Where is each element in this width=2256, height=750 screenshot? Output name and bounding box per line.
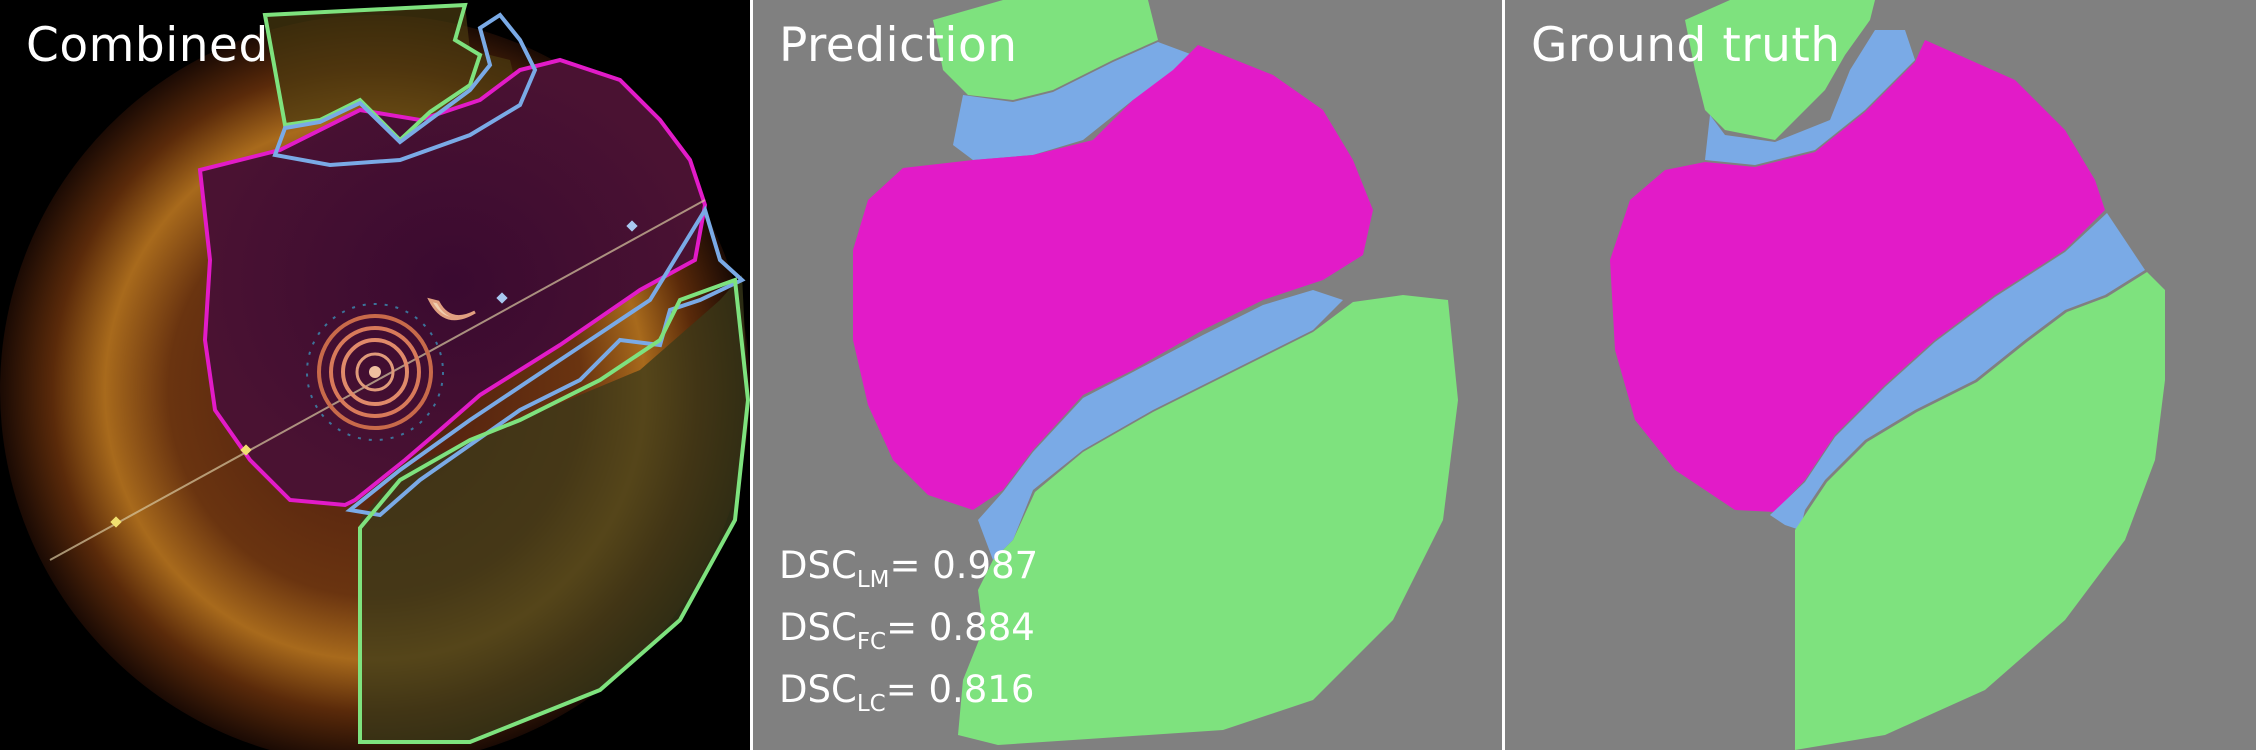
gt-fibrous-cap-bottom [1770,213,2145,530]
ground-truth-panel: Ground truth [1505,0,2256,750]
fibrous-cap-contour-bottom [345,205,746,518]
ground-truth-title: Ground truth [1531,18,1841,73]
pred-lipid-core-bottom [958,295,1458,745]
prediction-panel: Prediction DSCLM= 0.987 DSCFC= 0.884 DSC… [753,0,1502,750]
catheter [306,303,444,441]
ground-truth-mask [1610,0,2165,750]
gt-lipid-core-top [1685,0,1875,140]
panel-divider [1502,0,1505,750]
dsc-lm: DSCLM= 0.987 [779,544,1039,593]
lumen-contour [197,57,708,508]
dsc-lc: DSCLC= 0.816 [779,668,1035,717]
gt-fibrous-cap-top [1705,30,1915,165]
guidewire-artifact [427,297,476,321]
prediction-mask [853,0,1458,745]
prediction-title: Prediction [779,18,1018,73]
gt-lumen [1610,40,2105,512]
pred-lumen [853,45,1373,510]
gt-lipid-core-bottom [1795,272,2165,750]
lipid-core-contour-bottom [358,277,750,744]
pred-lipid-core-top [933,0,1158,100]
dsc-fc: DSCFC= 0.884 [779,606,1035,655]
combined-panel: Combined [0,0,750,750]
panel-divider [750,0,753,750]
dsc-metrics: DSCLM= 0.987 DSCFC= 0.884 DSCLC= 0.816 [779,542,1038,728]
pred-fibrous-cap-bottom [978,290,1343,560]
fibrous-cap-contour-top [272,12,538,168]
pred-fibrous-cap-top [953,42,1193,160]
lipid-core-contour-top [262,2,483,143]
measurement-line [49,199,706,561]
oct-image [0,2,750,750]
combined-title: Combined [26,18,269,73]
